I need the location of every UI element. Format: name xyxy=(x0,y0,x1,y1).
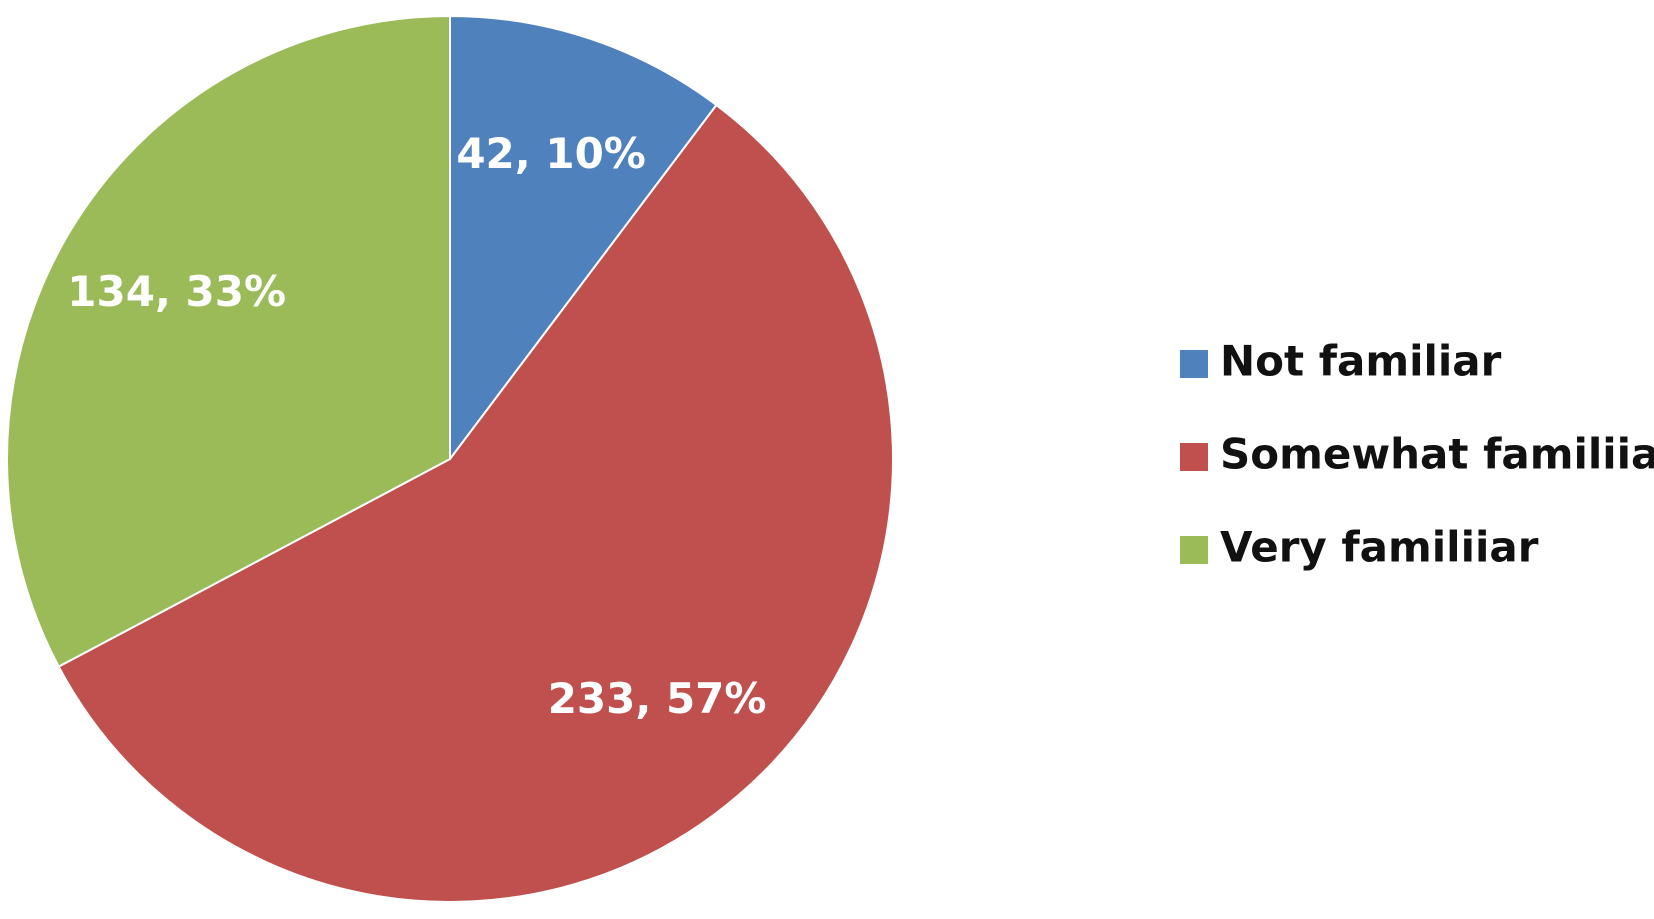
legend-swatch xyxy=(1180,350,1208,378)
legend-label: Very familiiar xyxy=(1220,523,1539,572)
pie-slice xyxy=(6,14,451,668)
pie-slice xyxy=(57,103,894,903)
legend-label: Not familiar xyxy=(1220,337,1502,386)
legend-label: Somewhat familiiar xyxy=(1220,430,1654,479)
data-label: 233, 57% xyxy=(548,674,767,723)
data-label: 134, 33% xyxy=(67,267,286,316)
legend-swatch xyxy=(1180,443,1208,471)
pie-slice xyxy=(449,14,718,462)
data-label: 42, 10% xyxy=(456,129,646,178)
legend-swatch xyxy=(1180,536,1208,564)
